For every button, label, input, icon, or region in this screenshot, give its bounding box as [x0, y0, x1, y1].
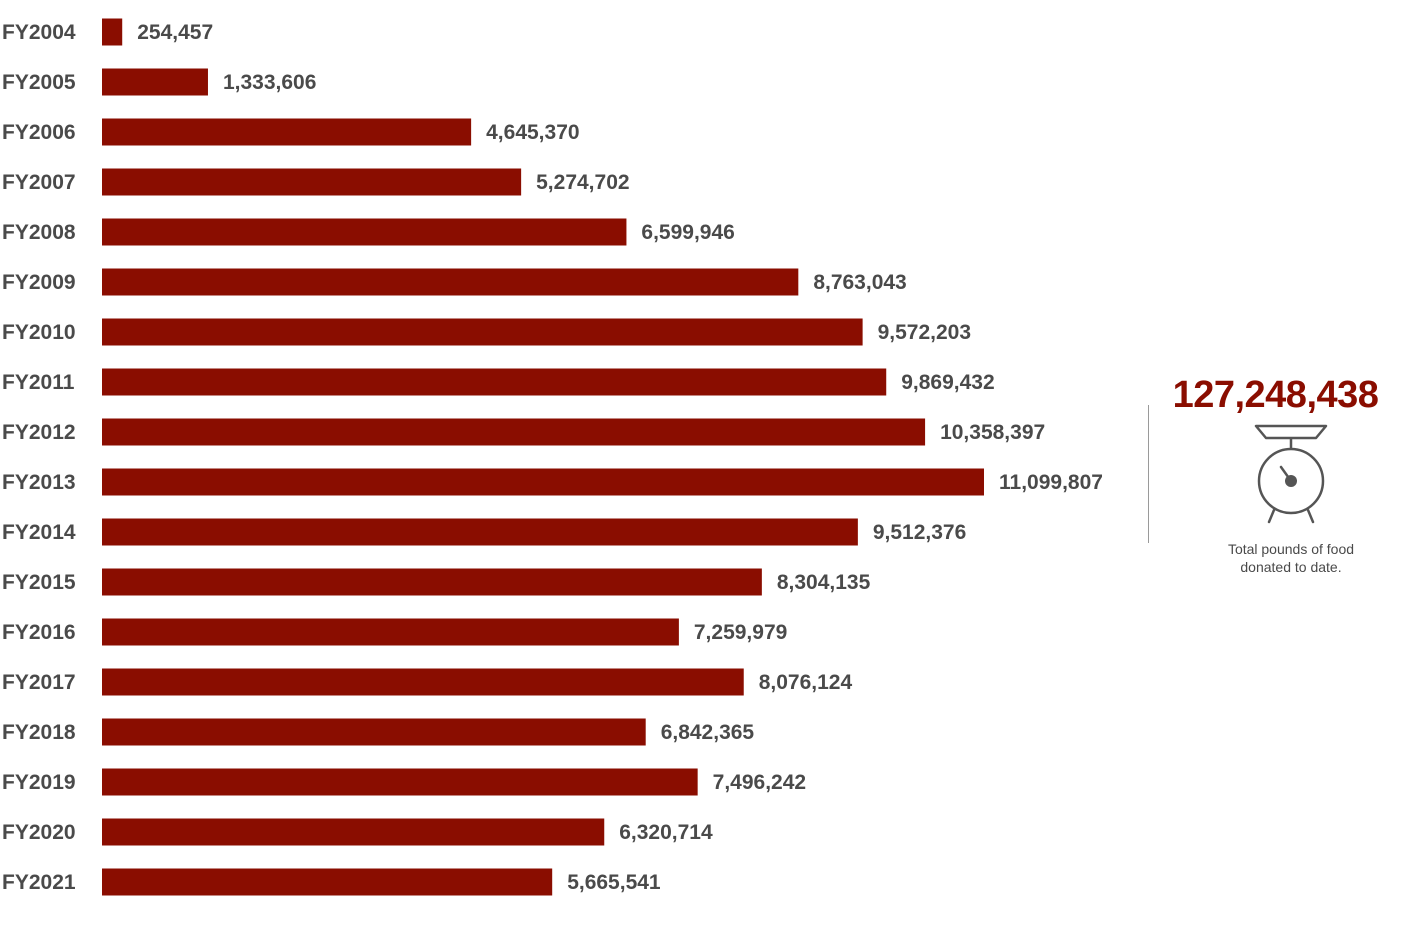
- value-label: 11,099,807: [999, 471, 1103, 494]
- bar: [102, 518, 858, 546]
- category-label: FY2012: [2, 421, 76, 444]
- value-label: 254,457: [137, 21, 213, 44]
- category-label: FY2011: [2, 371, 75, 394]
- category-label: FY2020: [2, 821, 76, 844]
- value-label: 4,645,370: [486, 121, 579, 144]
- category-label: FY2014: [2, 521, 76, 544]
- category-label: FY2005: [2, 71, 76, 94]
- value-label: 5,274,702: [536, 171, 629, 194]
- value-label: 6,842,365: [661, 721, 755, 744]
- total-caption: Total pounds of food donated to date.: [1190, 540, 1392, 576]
- category-label: FY2009: [2, 271, 76, 294]
- total-caption-line2: donated to date.: [1240, 559, 1342, 575]
- bar: [102, 418, 926, 446]
- total-caption-line1: Total pounds of food: [1227, 541, 1355, 557]
- category-label: FY2006: [2, 121, 76, 144]
- bar: [102, 668, 744, 696]
- bar: [102, 818, 605, 846]
- value-label: 6,599,946: [641, 221, 734, 244]
- value-label: 9,512,376: [873, 521, 966, 544]
- bar: [102, 868, 553, 896]
- value-label: 7,496,242: [713, 771, 806, 794]
- category-label: FY2021: [2, 871, 76, 894]
- value-label: 9,869,432: [901, 371, 994, 394]
- value-label: 8,304,135: [777, 571, 871, 594]
- total-pounds-value: 127,248,438: [1172, 374, 1379, 416]
- bar: [102, 368, 887, 396]
- category-label: FY2013: [2, 471, 76, 494]
- scale-icon: [1254, 424, 1328, 524]
- bar: [102, 568, 762, 596]
- category-label: FY2018: [2, 721, 76, 744]
- category-label: FY2019: [2, 771, 76, 794]
- bar: [102, 268, 799, 296]
- value-label: 8,763,043: [813, 271, 906, 294]
- category-label: FY2016: [2, 621, 76, 644]
- value-label: 6,320,714: [619, 821, 713, 844]
- bar: [102, 168, 522, 196]
- bar: [102, 218, 627, 246]
- bar: [102, 18, 123, 46]
- category-label: FY2010: [2, 321, 76, 344]
- category-label: FY2008: [2, 221, 76, 244]
- bar: [102, 468, 984, 496]
- value-label: 5,665,541: [567, 871, 661, 894]
- category-label: FY2017: [2, 671, 76, 694]
- bar: [102, 768, 698, 796]
- bar: [102, 318, 863, 346]
- value-label: 9,572,203: [878, 321, 971, 344]
- category-label: FY2007: [2, 171, 76, 194]
- bar: [102, 718, 646, 746]
- bar: [102, 118, 472, 146]
- category-label: FY2004: [2, 21, 76, 44]
- total-summary: 127,248,438 Total pounds of food donated…: [1150, 372, 1401, 575]
- value-label: 8,076,124: [759, 671, 853, 694]
- bar: [102, 68, 208, 96]
- summary-divider: [1148, 405, 1149, 543]
- bar: [102, 618, 679, 646]
- value-label: 10,358,397: [940, 421, 1045, 444]
- value-label: 7,259,979: [694, 621, 787, 644]
- category-label: FY2015: [2, 571, 76, 594]
- value-label: 1,333,606: [223, 71, 316, 94]
